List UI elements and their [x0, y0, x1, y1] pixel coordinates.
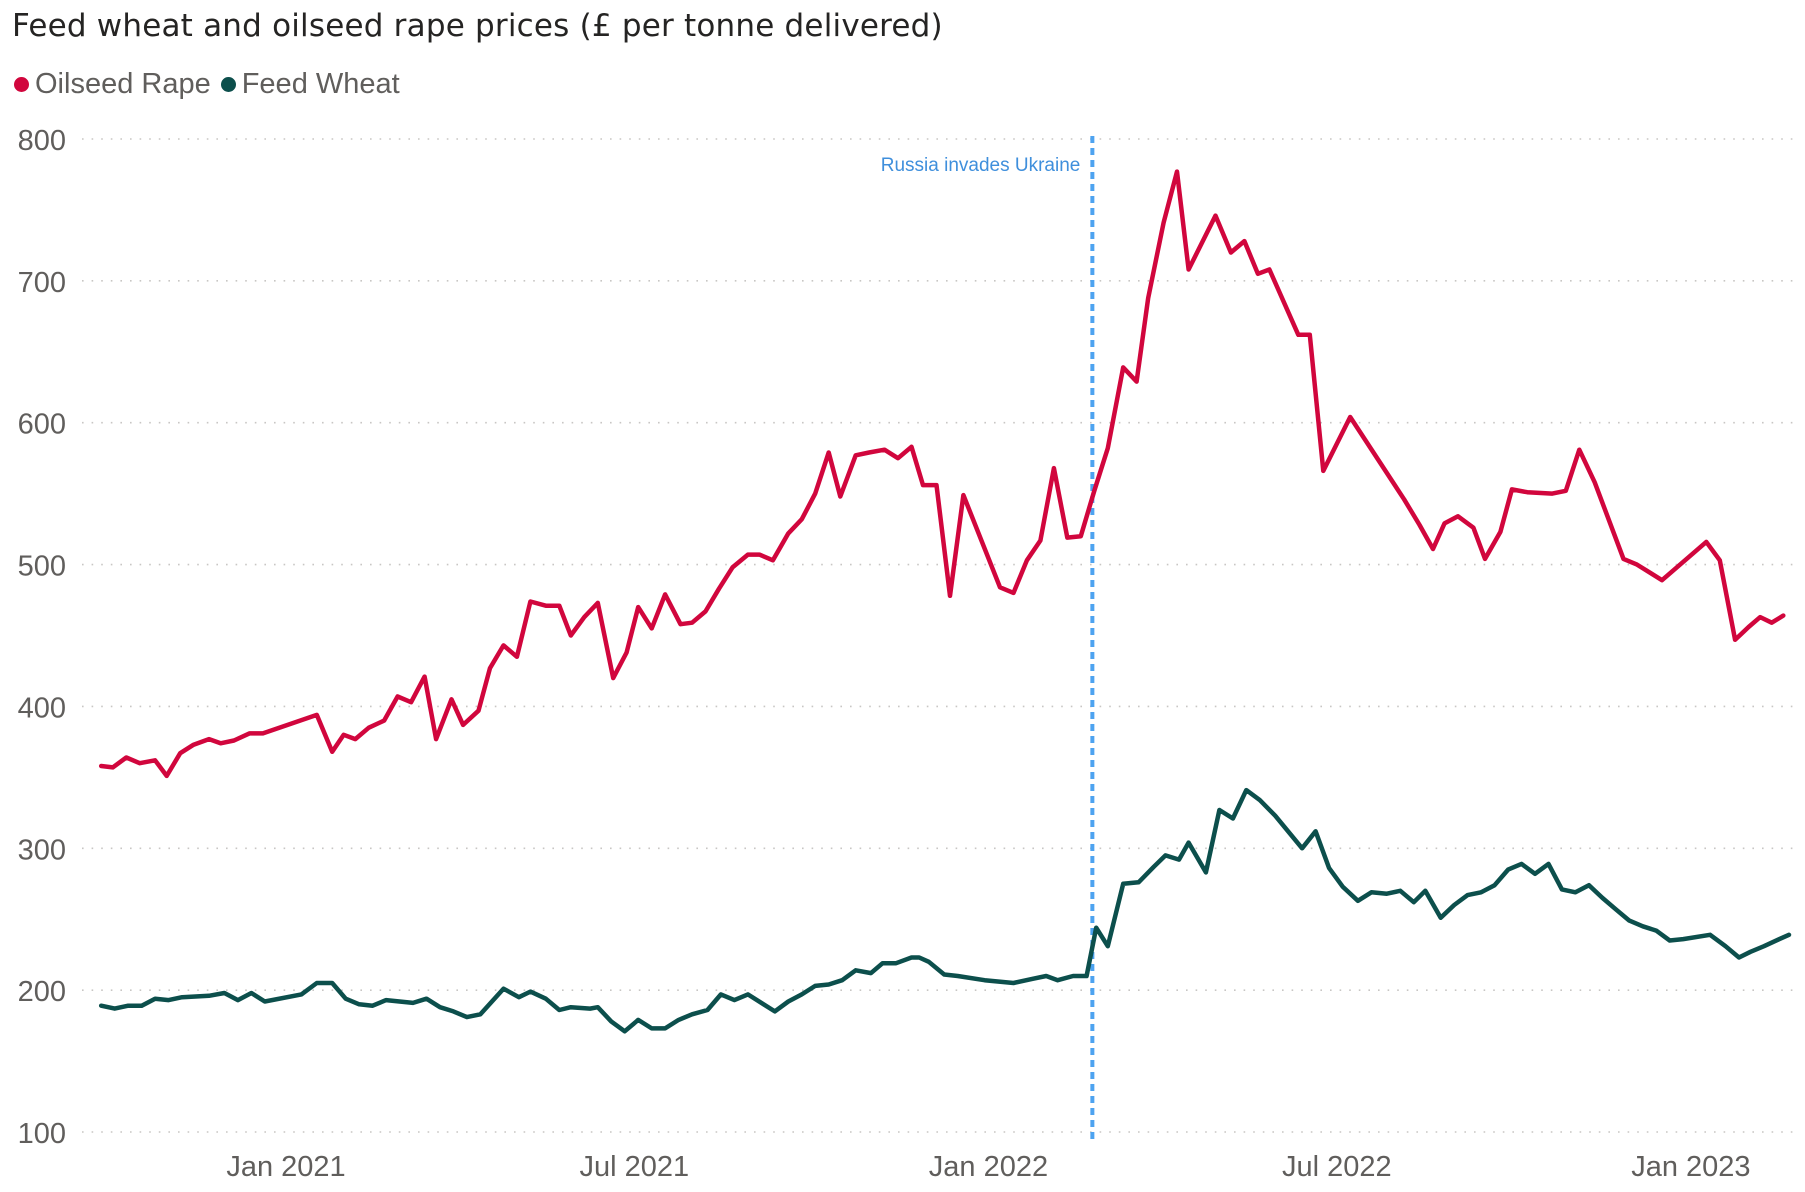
- y-tick-label: 200: [18, 976, 66, 1008]
- y-tick-label: 400: [18, 692, 66, 724]
- legend-marker-oilseed-rape: [14, 77, 29, 92]
- y-tick-label: 700: [18, 267, 66, 299]
- chart-title: Feed wheat and oilseed rape prices (£ pe…: [12, 8, 943, 44]
- x-tick-label: Jan 2022: [929, 1151, 1048, 1183]
- legend: Oilseed Rape Feed Wheat: [14, 68, 410, 101]
- x-tick-label: Jul 2022: [1282, 1151, 1392, 1183]
- y-axis: 100 200 300 400 500 600 700 800: [18, 125, 66, 1150]
- legend-marker-feed-wheat: [220, 77, 236, 92]
- legend-label-feed-wheat: Feed Wheat: [241, 68, 400, 100]
- x-axis: Jan 2021 Jul 2021 Jan 2022 Jul 2022 Jan 2023: [226, 1151, 1750, 1183]
- y-tick-label: 600: [18, 409, 66, 441]
- y-tick-label: 500: [18, 551, 66, 583]
- y-tick-label: 800: [18, 125, 66, 157]
- legend-label-oilseed-rape: Oilseed Rape: [35, 68, 211, 100]
- legend-item-feed-wheat[interactable]: Feed Wheat: [220, 68, 400, 101]
- x-tick-label: Jan 2023: [1631, 1151, 1750, 1183]
- gridlines: [82, 138, 1795, 1133]
- y-tick-label: 100: [18, 1118, 66, 1150]
- y-tick-label: 300: [18, 834, 66, 866]
- annotation-label: Russia invades Ukraine: [881, 155, 1081, 176]
- annotation: Russia invades Ukraine: [881, 136, 1095, 1140]
- series-lines: [98, 169, 1792, 1034]
- legend-item-oilseed-rape[interactable]: Oilseed Rape: [14, 68, 211, 101]
- series-line-oilseed-rape[interactable]: [98, 169, 1786, 779]
- x-tick-label: Jul 2021: [580, 1151, 690, 1183]
- series-line-feed-wheat[interactable]: [98, 787, 1792, 1034]
- x-tick-label: Jan 2021: [226, 1151, 345, 1183]
